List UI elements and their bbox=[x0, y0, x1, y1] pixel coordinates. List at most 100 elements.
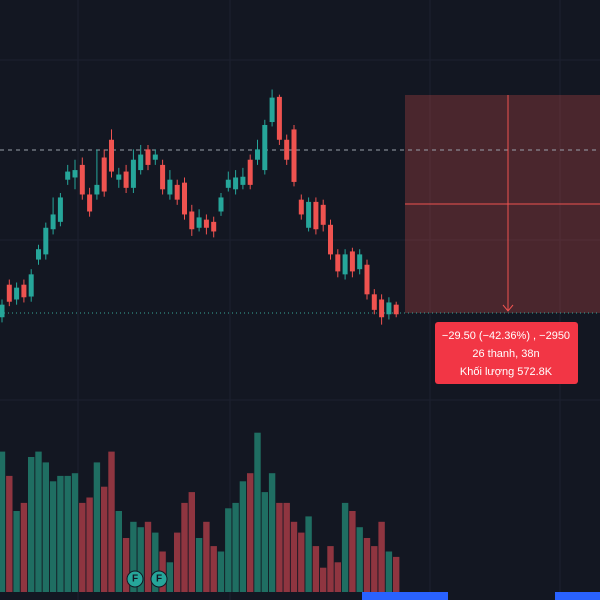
candle-body bbox=[364, 264, 370, 295]
candle-body bbox=[57, 197, 63, 222]
candle-body bbox=[94, 184, 100, 195]
volume-bar bbox=[305, 516, 312, 592]
measure-label bbox=[435, 322, 578, 384]
candle-body bbox=[349, 251, 355, 272]
candle-body bbox=[357, 254, 363, 270]
volume-bar bbox=[13, 511, 20, 592]
volume-bar bbox=[152, 532, 159, 592]
volume-bar bbox=[42, 462, 49, 592]
volume-bar bbox=[261, 492, 268, 592]
candle-body bbox=[328, 224, 333, 255]
candle-body bbox=[0, 304, 5, 318]
candle-body bbox=[313, 201, 319, 230]
volume-bar bbox=[108, 451, 115, 592]
volume-bar bbox=[254, 432, 261, 592]
volume-bar bbox=[101, 486, 108, 592]
candle-body bbox=[247, 159, 253, 185]
event-marker[interactable] bbox=[126, 570, 144, 588]
event-marker-label: F bbox=[156, 574, 162, 585]
candle-body bbox=[189, 211, 195, 230]
volume-bar bbox=[93, 462, 101, 592]
volume-bar bbox=[371, 546, 378, 592]
volume-bar bbox=[64, 475, 71, 592]
volume-bar bbox=[363, 538, 371, 592]
volume-bar bbox=[312, 546, 320, 592]
volume-bar bbox=[268, 473, 276, 592]
volume-bar bbox=[195, 538, 203, 592]
candle-body bbox=[72, 170, 78, 178]
volume-bar bbox=[130, 521, 137, 592]
volume-bar bbox=[349, 511, 356, 592]
candle-body bbox=[160, 164, 166, 190]
volume-bar bbox=[217, 551, 225, 592]
candle-body bbox=[211, 221, 217, 232]
candle-body bbox=[393, 304, 399, 315]
candle-body bbox=[262, 124, 268, 171]
candle-body bbox=[79, 164, 85, 195]
candle-body bbox=[109, 139, 114, 172]
candle-body bbox=[65, 171, 71, 180]
volume-bar bbox=[276, 502, 283, 592]
event-marker[interactable] bbox=[150, 570, 168, 588]
volume-bar bbox=[181, 502, 188, 592]
volume-bar bbox=[232, 502, 239, 592]
candle-body bbox=[43, 227, 49, 255]
candle-body bbox=[101, 157, 107, 192]
volume-bar bbox=[385, 551, 393, 592]
volume-bar bbox=[283, 502, 290, 592]
volume-bar bbox=[35, 451, 42, 592]
volume-bar bbox=[247, 473, 254, 592]
candle-body bbox=[306, 201, 312, 228]
volume-bar bbox=[49, 481, 57, 592]
measure-change: −29.50 (−42.36%) , −2950 bbox=[442, 330, 570, 342]
candle-body bbox=[14, 287, 20, 300]
candle-body bbox=[145, 149, 151, 165]
candle-body bbox=[36, 249, 41, 260]
candle-body bbox=[87, 194, 93, 212]
candle-body bbox=[218, 197, 224, 212]
candle-body bbox=[174, 184, 180, 200]
volume-bar bbox=[290, 521, 298, 592]
volume-bar bbox=[57, 475, 64, 592]
candle-body bbox=[130, 159, 136, 188]
measure-arrow bbox=[502, 304, 514, 312]
volume-bar bbox=[239, 481, 247, 592]
plot bbox=[0, 89, 400, 592]
candle-body bbox=[28, 274, 34, 297]
candle-body bbox=[379, 299, 385, 318]
candle-body bbox=[225, 179, 231, 188]
candle-body bbox=[371, 294, 377, 310]
volume-bar bbox=[115, 511, 122, 592]
volume-bar bbox=[203, 521, 210, 592]
volume-bar bbox=[71, 473, 79, 592]
range-highlight bbox=[555, 592, 600, 600]
volume-bar bbox=[334, 562, 341, 592]
volume-bar bbox=[341, 502, 349, 592]
candle-body bbox=[240, 176, 246, 185]
volume-bar bbox=[393, 556, 400, 592]
candle-body bbox=[284, 139, 290, 160]
volume-bar bbox=[79, 502, 86, 592]
volume-bar bbox=[188, 492, 195, 592]
candle-body bbox=[6, 284, 12, 302]
candle-body bbox=[123, 171, 129, 188]
volume-bar bbox=[0, 451, 6, 592]
event-marker-label: F bbox=[132, 574, 138, 585]
candle-body bbox=[21, 284, 27, 298]
candle-body bbox=[298, 199, 304, 215]
candle-body bbox=[167, 179, 173, 195]
volume-bar bbox=[28, 457, 35, 592]
volume-bar bbox=[356, 527, 363, 592]
candle-body bbox=[386, 302, 392, 315]
candle-body bbox=[320, 204, 326, 225]
candle-body bbox=[116, 174, 122, 180]
candle-body bbox=[152, 154, 158, 160]
volume-bar bbox=[144, 521, 152, 592]
candle-body bbox=[276, 96, 282, 140]
candle-body bbox=[233, 177, 239, 190]
candle-body bbox=[291, 129, 297, 182]
volume-bar bbox=[6, 475, 13, 592]
volume-bar bbox=[20, 502, 28, 592]
